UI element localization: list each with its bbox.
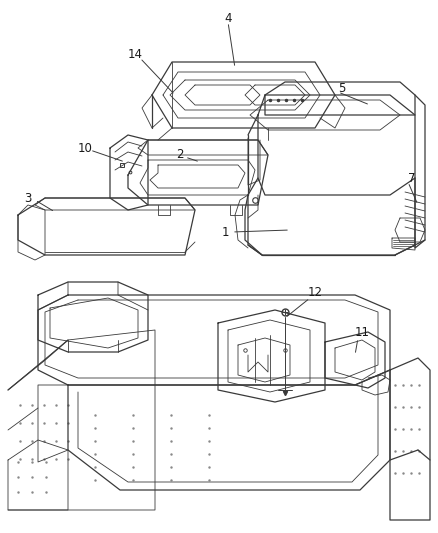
Text: 4: 4 bbox=[224, 12, 232, 25]
Text: 11: 11 bbox=[354, 326, 370, 338]
Text: 14: 14 bbox=[127, 49, 142, 61]
Text: 5: 5 bbox=[338, 82, 346, 94]
Text: 2: 2 bbox=[176, 148, 184, 160]
Text: 3: 3 bbox=[25, 191, 32, 205]
Text: 10: 10 bbox=[78, 141, 92, 155]
Text: 1: 1 bbox=[221, 225, 229, 238]
Text: 7: 7 bbox=[408, 172, 416, 184]
Text: 12: 12 bbox=[307, 287, 322, 300]
